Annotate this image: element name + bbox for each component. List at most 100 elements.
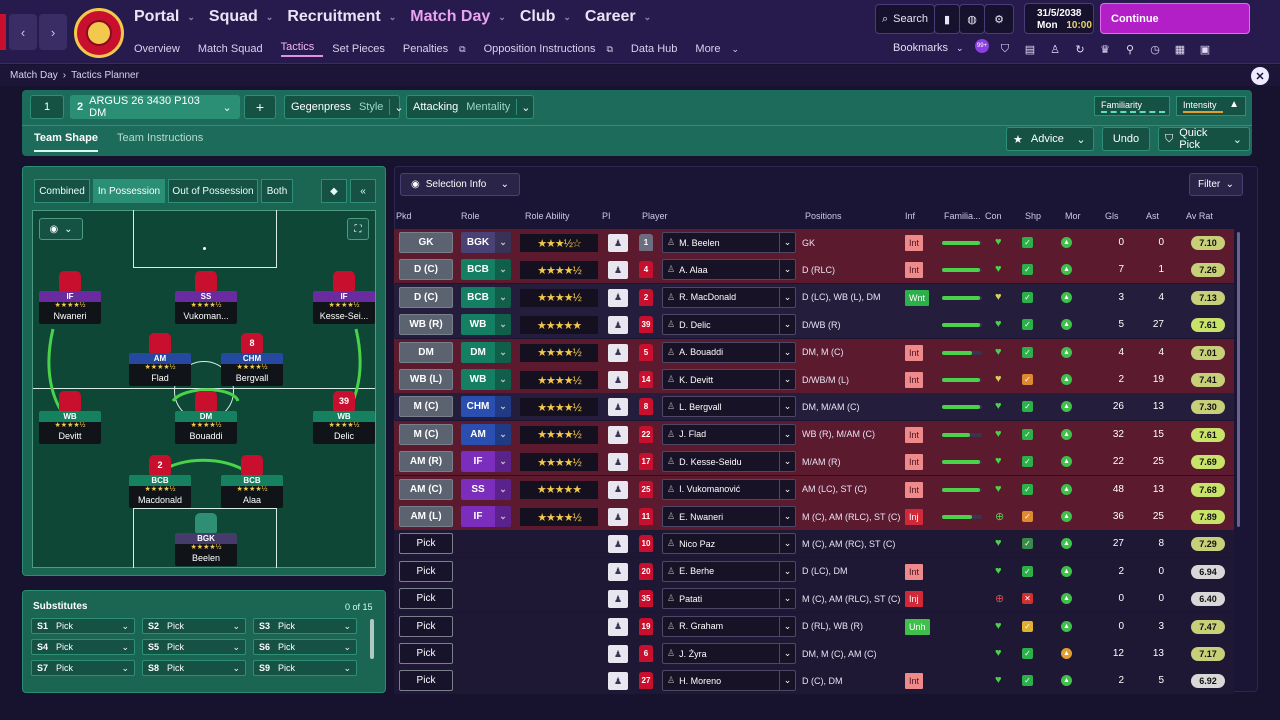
- player-select[interactable]: ♙ R. MacDonald ⌄: [662, 286, 796, 308]
- pick-position-button[interactable]: WB (L): [399, 369, 453, 390]
- intensity-meter[interactable]: Intensity ▲: [1176, 96, 1246, 116]
- scout-icon[interactable]: ⚲: [1125, 43, 1135, 56]
- influence-badge[interactable]: Unh: [905, 618, 930, 635]
- bookmarks-dropdown[interactable]: Bookmarks ⌄: [893, 42, 964, 54]
- submenu-penalties[interactable]: Penalties ⧉: [402, 43, 466, 55]
- pick-position-button[interactable]: DM: [399, 341, 453, 363]
- menu-match-day[interactable]: Match Day ⌄: [410, 8, 506, 25]
- submenu-tactics[interactable]: Tactics: [280, 41, 324, 57]
- pitch-player-bgk[interactable]: BGK ★★★★½ Beelen: [175, 513, 237, 566]
- table-row[interactable]: DM DM ⌄ ★★★★½ ♟ 5 ♙ A. Bouaddi ⌄ DM, M (C) Int ♥ ✓ ▲ 4…: [394, 338, 1234, 366]
- close-button[interactable]: ✕: [1251, 67, 1269, 85]
- sub-slot-s8[interactable]: S8 Pick ⌄: [142, 660, 246, 676]
- player-instructions-icon[interactable]: ♟: [608, 425, 628, 444]
- player-select[interactable]: ♙ E. Berhe ⌄: [662, 560, 796, 582]
- player-instructions-icon[interactable]: ♟: [608, 508, 628, 526]
- player-instructions-icon[interactable]: ♟: [608, 480, 628, 499]
- fit-screen-button[interactable]: ⛶: [347, 218, 369, 240]
- mode-in-possession[interactable]: In Possession: [93, 179, 165, 203]
- table-row[interactable]: WB (R) WB ⌄ ★★★★★ ♟ 39 ♙ D. Delic ⌄ D/WB (R) ♥ ✓ ▲ 5 2…: [394, 311, 1234, 339]
- bookmark-button[interactable]: ▮: [934, 4, 960, 34]
- influence-badge[interactable]: Int: [905, 262, 924, 279]
- pitch-player-dm[interactable]: DM ★★★★½ Bouaddi: [175, 391, 237, 444]
- sub-slot-s5[interactable]: S5 Pick ⌄: [142, 639, 246, 655]
- role-dropdown[interactable]: IF ⌄: [461, 451, 511, 473]
- pick-position-button[interactable]: Pick: [399, 670, 453, 692]
- influence-badge[interactable]: Int: [905, 454, 924, 471]
- role-dropdown[interactable]: IF ⌄: [461, 506, 511, 527]
- pick-position-button[interactable]: M (C): [399, 423, 453, 445]
- player-select[interactable]: ♙ H. Moreno ⌄: [662, 670, 796, 692]
- tactic-slot-1[interactable]: 1: [30, 95, 64, 119]
- globe-button[interactable]: ◍: [959, 4, 985, 34]
- staff-icon[interactable]: ♙: [1050, 43, 1060, 56]
- sub-slot-s7[interactable]: S7 Pick ⌄: [31, 660, 135, 676]
- table-row[interactable]: Pick ♟ 35 ♙ Patati ⌄ M (C), AM (RLC), ST (C) In…: [394, 585, 1234, 613]
- player-instructions-icon[interactable]: ♟: [608, 398, 628, 417]
- menu-club[interactable]: Club ⌄: [519, 8, 571, 25]
- pick-position-button[interactable]: Pick: [399, 588, 453, 610]
- player-instructions-icon[interactable]: ♟: [608, 234, 628, 252]
- forward-button[interactable]: ›: [39, 14, 67, 50]
- tab-team-instructions[interactable]: Team Instructions: [117, 132, 204, 144]
- pick-position-button[interactable]: AM (C): [399, 478, 453, 500]
- table-row[interactable]: GK BGK ⌄ ★★★½☆ ♟ 1 ♙ M. Beelen ⌄ GK Int ♥ ✓ ▲ 0 0 7.10: [394, 229, 1234, 256]
- calendar-icon[interactable]: ▣: [1199, 43, 1211, 56]
- player-instructions-icon[interactable]: ♟: [608, 645, 628, 663]
- menu-portal[interactable]: Portal ⌄: [134, 8, 195, 25]
- menu-recruitment[interactable]: Recruitment ⌄: [287, 8, 397, 25]
- pitch-player-wb[interactable]: WB ★★★★½ Devitt: [39, 391, 101, 444]
- submenu-more[interactable]: More ⌄: [695, 43, 740, 55]
- role-dropdown[interactable]: CHM ⌄: [461, 396, 511, 418]
- submenu-data-hub[interactable]: Data Hub: [630, 43, 678, 55]
- table-row[interactable]: AM (C) SS ⌄ ★★★★★ ♟ 25 ♙ I. Vukomanović ⌄ AM (LC)…: [394, 475, 1234, 503]
- pitch-player-bcb[interactable]: BCB ★★★★½ Alaa: [221, 455, 283, 508]
- player-instructions-icon[interactable]: ♟: [608, 316, 628, 335]
- notification-badge[interactable]: 99+: [975, 39, 989, 53]
- player-select[interactable]: ♙ K. Devitt ⌄: [662, 369, 796, 390]
- role-dropdown[interactable]: WB ⌄: [461, 314, 511, 336]
- mode-combined[interactable]: Combined: [34, 179, 90, 203]
- shirt-icon[interactable]: ⛉: [1000, 42, 1010, 55]
- pick-position-button[interactable]: Pick: [399, 560, 453, 582]
- column-header-mor[interactable]: Mor: [1065, 211, 1081, 221]
- pitch-player-am[interactable]: AM ★★★★½ Flad: [129, 333, 191, 386]
- collapse-button[interactable]: «: [350, 179, 376, 203]
- player-instructions-icon[interactable]: ♟: [608, 562, 628, 581]
- column-header-shp[interactable]: Shp: [1025, 211, 1042, 221]
- player-select[interactable]: ♙ J. Flad ⌄: [662, 423, 796, 445]
- breadcrumb-root[interactable]: Match Day: [10, 70, 58, 81]
- submenu-set-pieces[interactable]: Set Pieces: [332, 43, 385, 55]
- player-select[interactable]: ♙ E. Nwaneri ⌄: [662, 506, 796, 527]
- menu-career[interactable]: Career ⌄: [584, 8, 652, 25]
- column-header-av-rat[interactable]: Av Rat: [1186, 211, 1213, 221]
- table-row[interactable]: Pick ♟ 20 ♙ E. Berhe ⌄ D (LC), DM Int ♥ ✓ ▲ 2 0 6.94: [394, 557, 1234, 585]
- pitch-player-chm[interactable]: 8 CHM ★★★★½ Bergvall: [221, 333, 283, 386]
- column-header-inf[interactable]: Inf: [905, 211, 916, 221]
- influence-badge[interactable]: Int: [905, 563, 924, 580]
- back-button[interactable]: ‹: [9, 14, 37, 50]
- column-header-pkd[interactable]: Pkd: [396, 211, 412, 221]
- mode-both[interactable]: Both: [261, 179, 293, 203]
- pick-position-button[interactable]: Pick: [399, 615, 453, 637]
- player-instructions-icon[interactable]: ♟: [608, 343, 628, 362]
- submenu-match-squad[interactable]: Match Squad: [197, 43, 263, 55]
- player-select[interactable]: ♙ D. Kesse-Seidu ⌄: [662, 451, 796, 473]
- player-select[interactable]: ♙ A. Alaa ⌄: [662, 259, 796, 281]
- familiarity-meter[interactable]: Familiarity: [1094, 96, 1170, 116]
- pick-position-button[interactable]: D (C): [399, 259, 453, 281]
- advice-dropdown[interactable]: ★ Advice ⌄: [1006, 127, 1094, 151]
- influence-badge[interactable]: Int: [905, 344, 924, 361]
- column-header-familia-[interactable]: Familia...: [944, 211, 981, 221]
- player-select[interactable]: ♙ R. Graham ⌄: [662, 615, 796, 637]
- selection-info-dropdown[interactable]: ◉ Selection Info ⌄: [400, 173, 520, 196]
- quick-pick-dropdown[interactable]: ⛉ Quick Pick ⌄: [1158, 127, 1250, 151]
- column-header-role-ability[interactable]: Role Ability: [525, 211, 570, 221]
- table-scrollbar[interactable]: [1237, 232, 1240, 527]
- player-instructions-icon[interactable]: ♟: [608, 288, 628, 307]
- table-row[interactable]: D (C) BCB ⌄ ★★★★½ ♟ 2 ♙ R. MacDonald ⌄ D (LC), WB…: [394, 283, 1234, 311]
- table-row[interactable]: Pick ♟ 10 ♙ Nico Paz ⌄ M (C), AM (RC), ST (C) ♥…: [394, 530, 1234, 558]
- pick-position-button[interactable]: GK: [399, 232, 453, 253]
- mode-out-of-possession[interactable]: Out of Possession: [168, 179, 258, 203]
- player-instructions-icon[interactable]: ♟: [608, 371, 628, 389]
